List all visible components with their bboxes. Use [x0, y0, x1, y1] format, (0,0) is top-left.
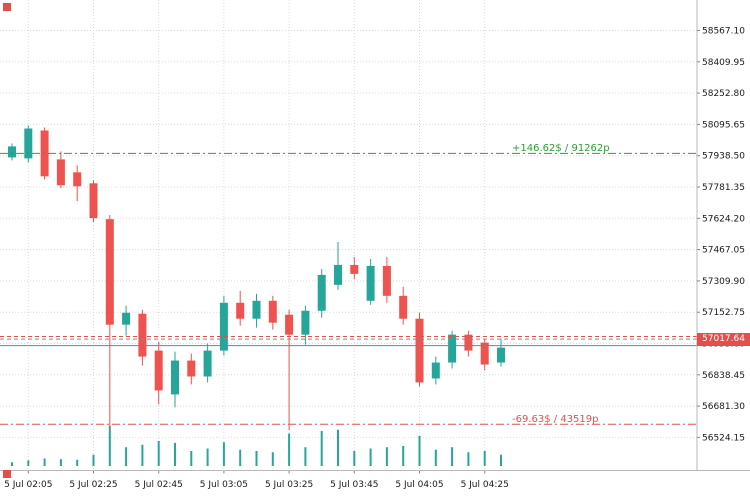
- stop-loss-label: -69.63$ / 43519p: [512, 414, 599, 426]
- svg-text:58409.95: 58409.95: [702, 58, 745, 68]
- current-price-badge: 57017.64: [697, 332, 750, 346]
- svg-text:57938.50: 57938.50: [702, 152, 745, 162]
- svg-text:58567.10: 58567.10: [702, 27, 745, 37]
- svg-text:56681.30: 56681.30: [702, 402, 745, 412]
- volume-bars: [11, 426, 502, 466]
- svg-text:5 Jul 02:05: 5 Jul 02:05: [4, 480, 52, 490]
- svg-text:5 Jul 04:05: 5 Jul 04:05: [395, 480, 443, 490]
- candles-series[interactable]: [8, 125, 505, 431]
- trade-lines: [0, 152, 697, 425]
- svg-text:5 Jul 04:25: 5 Jul 04:25: [461, 480, 509, 490]
- price-axis[interactable]: 58567.10 58409.95 58252.80 58095.65 57938.50…: [696, 0, 745, 471]
- svg-text:57781.35: 57781.35: [702, 183, 745, 193]
- svg-text:5 Jul 03:25: 5 Jul 03:25: [265, 480, 313, 490]
- svg-text:57624.20: 57624.20: [702, 214, 745, 224]
- svg-text:56838.45: 56838.45: [702, 371, 745, 381]
- axis-flag-icon: [3, 470, 11, 478]
- svg-text:58252.80: 58252.80: [702, 89, 745, 99]
- svg-text:58095.65: 58095.65: [702, 120, 745, 130]
- svg-text:5 Jul 03:45: 5 Jul 03:45: [330, 480, 378, 490]
- time-axis[interactable]: 5 Jul 02:05 5 Jul 02:25 5 Jul 02:45 5 Jul 0…: [0, 470, 750, 491]
- svg-text:56524.15: 56524.15: [702, 433, 745, 443]
- svg-text:57467.05: 57467.05: [702, 246, 745, 256]
- chart-flag-icon: [3, 3, 11, 11]
- svg-text:57152.75: 57152.75: [702, 308, 745, 318]
- svg-text:5 Jul 02:25: 5 Jul 02:25: [69, 480, 117, 490]
- svg-text:57309.90: 57309.90: [702, 277, 745, 287]
- svg-text:5 Jul 02:45: 5 Jul 02:45: [135, 480, 183, 490]
- svg-text:5 Jul 03:05: 5 Jul 03:05: [200, 480, 248, 490]
- take-profit-label: +146.62$ / 91262p: [512, 143, 610, 155]
- gridlines: [0, 0, 697, 471]
